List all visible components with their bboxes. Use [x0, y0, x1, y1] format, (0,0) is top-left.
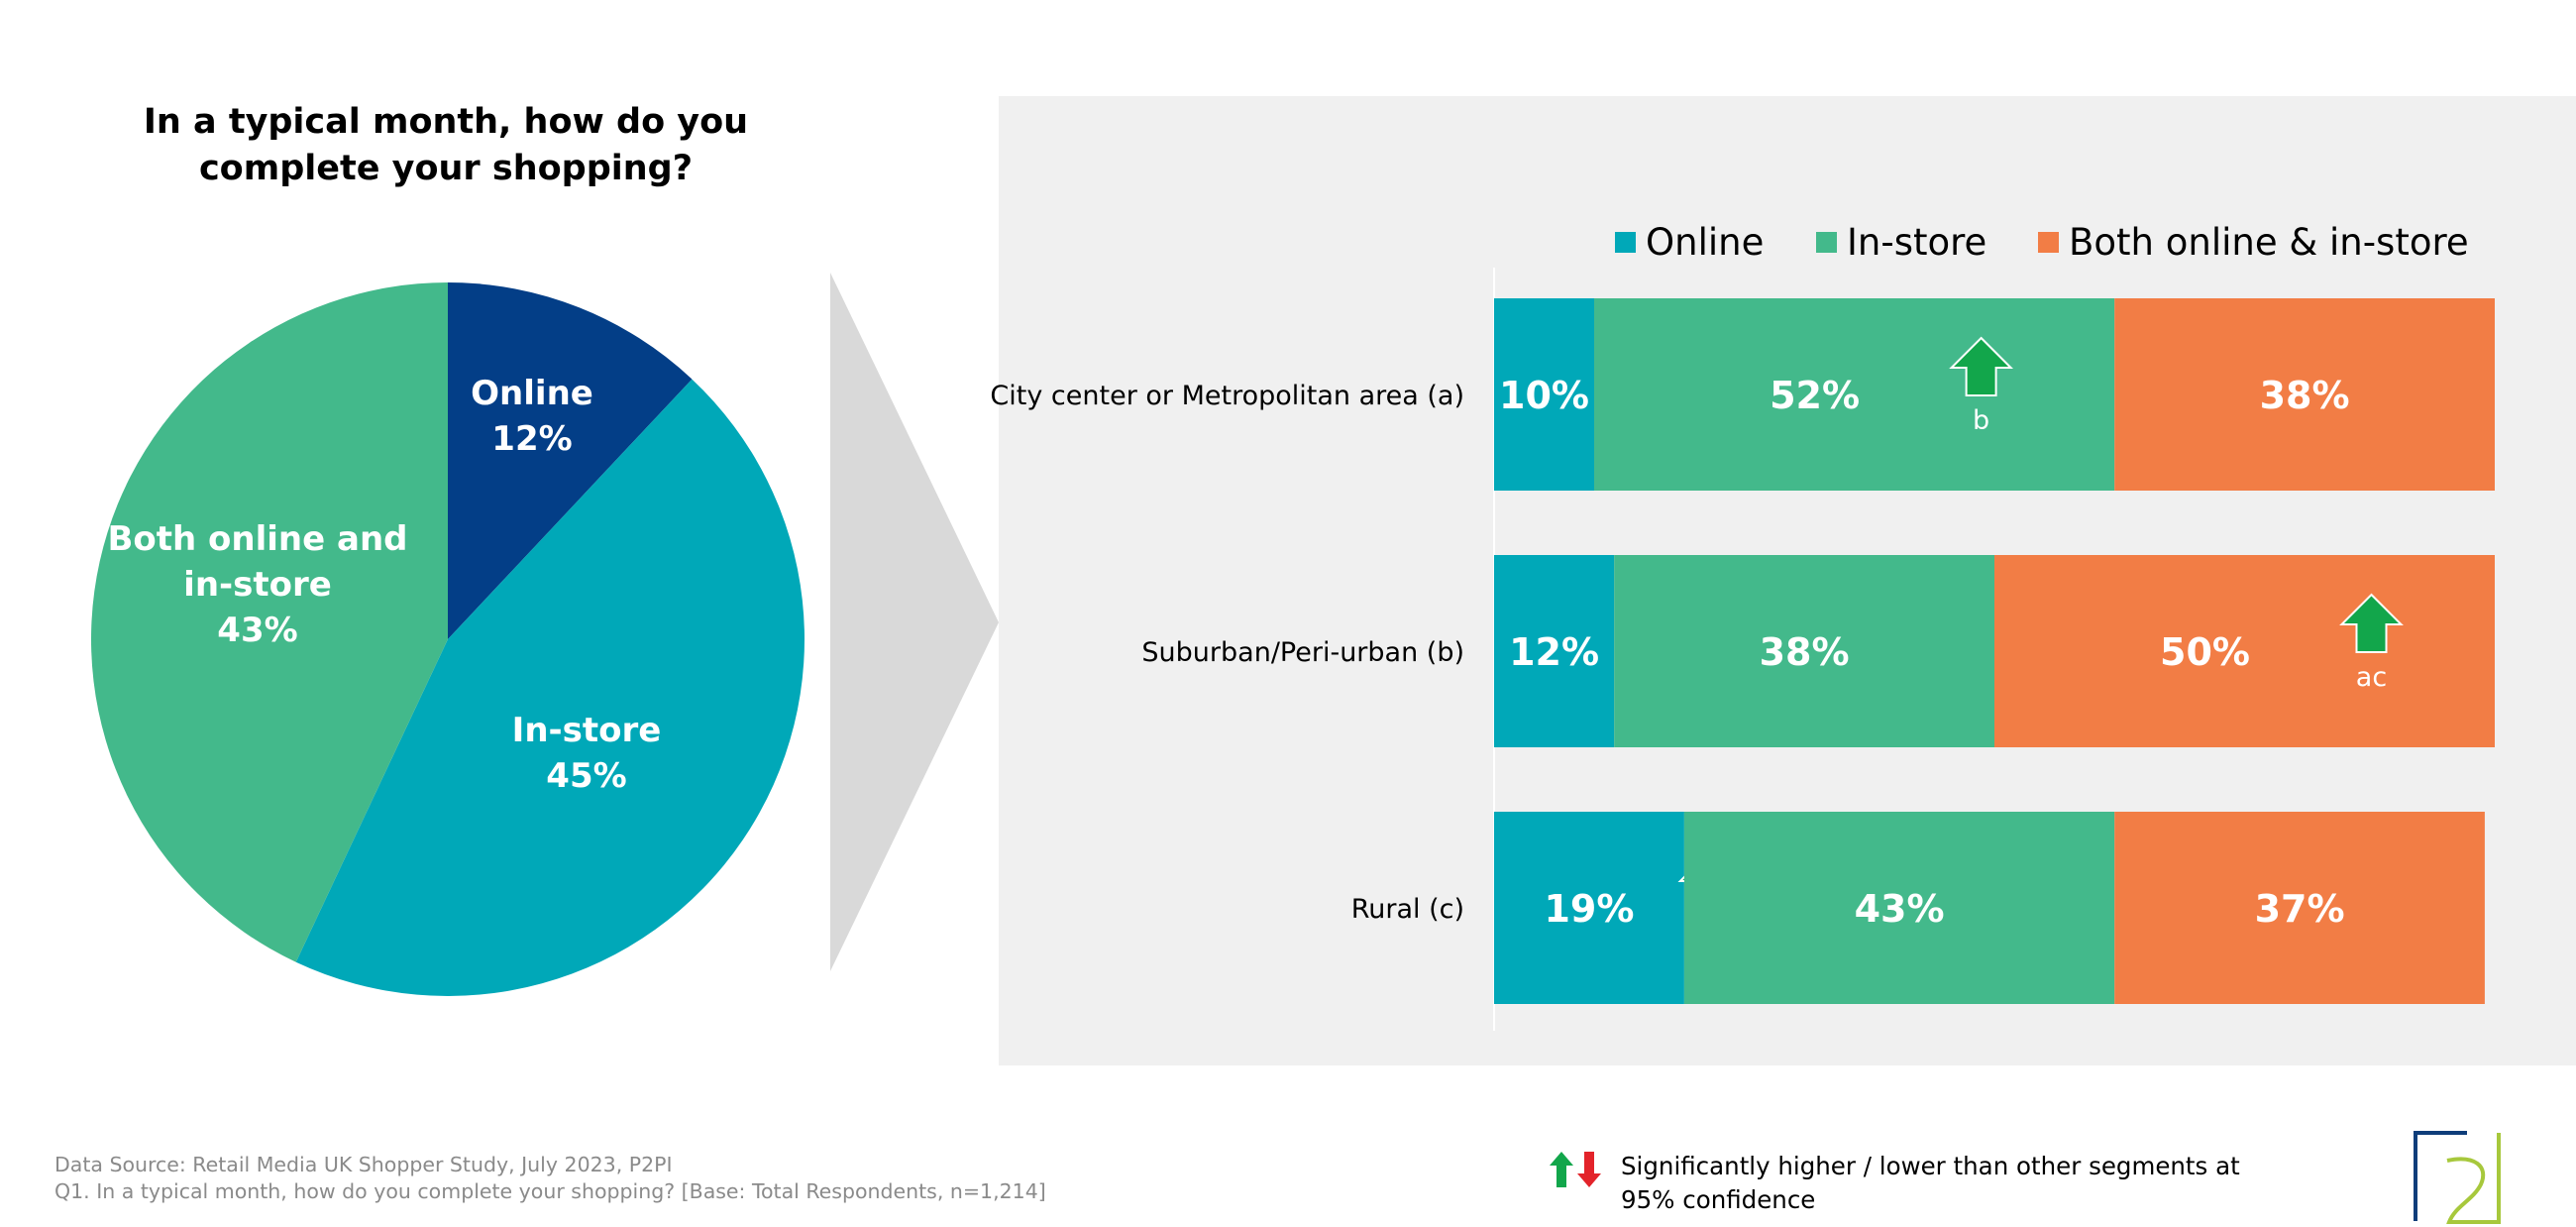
significance-arrows-icon — [1550, 1152, 1601, 1187]
legend-label-online: Online — [1646, 220, 1765, 264]
significance-up-arrow-icon — [2339, 593, 2404, 653]
pie-label-both-online-and-in-store: Both online and in-store 43% — [107, 519, 407, 650]
legend-swatch-online — [1615, 231, 1636, 253]
pie-label-in-store: In-store 45% — [512, 711, 662, 796]
bar-segment-in-store-rural-c — [1683, 812, 2115, 1004]
bar-value-label-online-city-center-or-metropolitan-area-a: 10% — [1499, 374, 1589, 417]
chevron-arrow-decoration — [830, 273, 999, 971]
bar-segment-in-store-city-center-or-metropolitan-area-a — [1594, 298, 2115, 491]
bar-segment-in-store-suburban-peri-urban-b — [1614, 555, 1994, 747]
category-label-city-center-or-metropolitan-area-a: City center or Metropolitan area (a) — [990, 381, 1464, 411]
bar-segment-online-suburban-peri-urban-b — [1494, 555, 1615, 747]
significance-letters: b — [1973, 405, 1989, 436]
bar-value-label-in-store-city-center-or-metropolitan-area-a: 52% — [1770, 374, 1860, 417]
pie-slice-both-online-and-in-store — [90, 282, 448, 962]
category-label-rural-c: Rural (c) — [1351, 894, 1464, 925]
legend-swatch-both — [2038, 231, 2059, 253]
legend-item-online: Online — [1615, 217, 1764, 267]
legend-swatch-in-store — [1816, 231, 1837, 253]
pie-slice-online — [448, 282, 693, 639]
bar-segment-both-online-in-store-suburban-peri-urban-b — [1994, 555, 2495, 747]
bar-value-label-online-rural-c: 19% — [1544, 887, 1634, 931]
category-label-suburban-peri-urban-b: Suburban/Peri-urban (b) — [1141, 637, 1464, 668]
pie-chart-title: In a typical month, how do you complete … — [143, 102, 749, 188]
pie-chart: Online 12% In-store 45% Both online and in-st… — [90, 282, 805, 997]
bar-segment-both-online-in-store-rural-c — [2114, 812, 2485, 1004]
bar-segment-online-rural-c — [1494, 812, 1684, 1004]
chevron-arrow-icon — [830, 273, 999, 971]
legend-label-both: Both online & in-store — [2069, 220, 2469, 264]
legend-item-in-store: In-store — [1816, 217, 1986, 267]
bar-value-label-both-online-in-store-city-center-or-metropolitan-area-a: 38% — [2260, 374, 2350, 417]
significance-up-arrow-icon — [1949, 336, 2014, 396]
question-note: Q1. In a typical month, how do you compl… — [54, 1179, 1046, 1203]
legend-item-both: Both online & in-store — [2038, 217, 2469, 267]
significance-letters: ac — [2356, 662, 2387, 693]
bar-segment-online-city-center-or-metropolitan-area-a — [1494, 298, 1594, 491]
pie-slice-in-store — [295, 379, 805, 997]
bar-value-label-both-online-in-store-suburban-peri-urban-b: 50% — [2160, 630, 2250, 674]
bar-value-label-online-suburban-peri-urban-b: 12% — [1509, 630, 1599, 674]
legend-label-in-store: In-store — [1847, 220, 1987, 264]
p2pi-logo — [2414, 1131, 2501, 1224]
footer-notes: Data Source: Retail Media UK Shopper Stu… — [54, 1152, 1046, 1205]
pie-label-online: Online 12% — [471, 374, 593, 459]
data-source-note: Data Source: Retail Media UK Shopper Stu… — [54, 1153, 673, 1176]
significance-note: Significantly higher / lower than other … — [1621, 1152, 2240, 1214]
stacked-bar-chart: City center or Metropolitan area (a) 10% 5… — [990, 268, 2495, 1031]
bar-segment-both-online-in-store-city-center-or-metropolitan-area-a — [2114, 298, 2495, 491]
bar-value-label-in-store-suburban-peri-urban-b: 38% — [1760, 630, 1850, 674]
bar-value-label-both-online-in-store-rural-c: 37% — [2255, 887, 2345, 931]
bar-value-label-in-store-rural-c: 43% — [1855, 887, 1945, 931]
